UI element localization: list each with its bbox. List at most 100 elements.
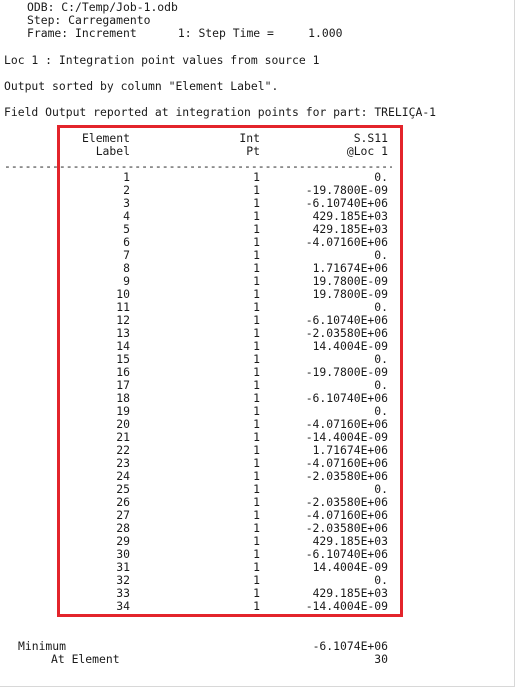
col-int-line2: Pt	[246, 144, 260, 158]
element-label-cell: 26	[116, 495, 130, 509]
int-pt-cell: 1	[253, 482, 260, 496]
s11-value-cell: 0.	[374, 170, 388, 184]
table-row: 15 1 0.	[0, 353, 515, 366]
element-label-cell: 8	[123, 261, 130, 275]
odb-path: ODB: C:/Temp/Job-1.odb	[27, 0, 178, 14]
table-row: 10 1 19.7800E-09	[0, 288, 515, 301]
s11-value-cell: -2.03580E+06	[305, 326, 388, 340]
element-label-cell: 3	[123, 196, 130, 210]
col-int-line1: Int	[239, 131, 260, 145]
s11-value-cell: 0.	[374, 248, 388, 262]
s11-value-cell: -2.03580E+06	[305, 469, 388, 483]
table-row: 14 1 14.4004E-09	[0, 340, 515, 353]
s11-value-cell: -19.7800E-09	[305, 365, 388, 379]
s11-value-cell: -2.03580E+06	[305, 521, 388, 535]
table-row: 2 1 -19.7800E-09	[0, 184, 515, 197]
table-row: 6 1 -4.07160E+06	[0, 236, 515, 249]
int-pt-cell: 1	[253, 261, 260, 275]
field-output-info: Field Output reported at integration poi…	[4, 105, 437, 119]
s11-value-cell: -4.07160E+06	[305, 235, 388, 249]
at-element-label: At Element	[51, 652, 120, 666]
table-row: 18 1 -6.10740E+06	[0, 392, 515, 405]
element-label-cell: 13	[116, 326, 130, 340]
element-label-cell: 14	[116, 339, 130, 353]
int-pt-cell: 1	[253, 547, 260, 561]
table-row: 1 1 0.	[0, 171, 515, 184]
s11-value-cell: -4.07160E+06	[305, 508, 388, 522]
minimum-value: -6.1074E+06	[312, 639, 388, 653]
s11-value-cell: 0.	[374, 378, 388, 392]
int-pt-cell: 1	[253, 417, 260, 431]
table-row: 4 1 429.185E+03	[0, 210, 515, 223]
int-pt-cell: 1	[253, 170, 260, 184]
element-label-cell: 25	[116, 482, 130, 496]
int-pt-cell: 1	[253, 222, 260, 236]
table-row: 27 1 -4.07160E+06	[0, 509, 515, 522]
table-separator: ----------------------------------------…	[4, 160, 392, 173]
table-row: 22 1 1.71674E+06	[0, 444, 515, 457]
table-row: 16 1 -19.7800E-09	[0, 366, 515, 379]
table-row: 28 1 -2.03580E+06	[0, 522, 515, 535]
element-label-cell: 20	[116, 417, 130, 431]
s11-value-cell: 1.71674E+06	[312, 261, 388, 275]
table-row: 23 1 -4.07160E+06	[0, 457, 515, 470]
location-info: Loc 1 : Integration point values from so…	[4, 53, 320, 67]
element-label-cell: 30	[116, 547, 130, 561]
s11-value-cell: -14.4004E-09	[305, 430, 388, 444]
s11-value-cell: 429.185E+03	[312, 222, 388, 236]
int-pt-cell: 1	[253, 274, 260, 288]
int-pt-cell: 1	[253, 313, 260, 327]
element-label-cell: 17	[116, 378, 130, 392]
int-pt-cell: 1	[253, 560, 260, 574]
element-label-cell: 16	[116, 365, 130, 379]
col-element-line2: Label	[95, 144, 130, 158]
int-pt-cell: 1	[253, 183, 260, 197]
table-row: 9 1 19.7800E-09	[0, 275, 515, 288]
s11-value-cell: 429.185E+03	[312, 209, 388, 223]
col-element-line1: Element	[81, 131, 130, 145]
int-pt-cell: 1	[253, 352, 260, 366]
int-pt-cell: 1	[253, 248, 260, 262]
table-row: 3 1 -6.10740E+06	[0, 197, 515, 210]
element-label-cell: 27	[116, 508, 130, 522]
s11-value-cell: 0.	[374, 300, 388, 314]
element-label-cell: 1	[123, 170, 130, 184]
s11-value-cell: 14.4004E-09	[312, 560, 388, 574]
int-pt-cell: 1	[253, 430, 260, 444]
sort-info: Output sorted by column "Element Label".	[4, 79, 279, 93]
element-label-cell: 24	[116, 469, 130, 483]
int-pt-cell: 1	[253, 495, 260, 509]
table-row: 17 1 0.	[0, 379, 515, 392]
int-pt-cell: 1	[253, 469, 260, 483]
table-row: 30 1 -6.10740E+06	[0, 548, 515, 561]
table-row: 8 1 1.71674E+06	[0, 262, 515, 275]
table-row: 32 1 0.	[0, 574, 515, 587]
col-value-line1: S.S11	[353, 131, 388, 145]
table-row: 19 1 0.	[0, 405, 515, 418]
int-pt-cell: 1	[253, 573, 260, 587]
element-label-cell: 7	[123, 248, 130, 262]
element-label-cell: 21	[116, 430, 130, 444]
element-label-cell: 28	[116, 521, 130, 535]
element-label-cell: 2	[123, 183, 130, 197]
int-pt-cell: 1	[253, 287, 260, 301]
int-pt-cell: 1	[253, 586, 260, 600]
int-pt-cell: 1	[253, 209, 260, 223]
element-label-cell: 10	[116, 287, 130, 301]
at-element-value: 30	[374, 652, 388, 666]
element-label-cell: 9	[123, 274, 130, 288]
element-label-cell: 32	[116, 573, 130, 587]
s11-value-cell: -6.10740E+06	[305, 196, 388, 210]
s11-value-cell: 19.7800E-09	[312, 287, 388, 301]
s11-value-cell: 0.	[374, 482, 388, 496]
table-row: 31 1 14.4004E-09	[0, 561, 515, 574]
element-label-cell: 18	[116, 391, 130, 405]
table-row: 26 1 -2.03580E+06	[0, 496, 515, 509]
table-row: 24 1 -2.03580E+06	[0, 470, 515, 483]
int-pt-cell: 1	[253, 521, 260, 535]
int-pt-cell: 1	[253, 456, 260, 470]
element-label-cell: 15	[116, 352, 130, 366]
step-name: Step: Carregamento	[27, 13, 151, 27]
table-row: 34 1 -14.4004E-09	[0, 600, 515, 613]
s11-value-cell: -6.10740E+06	[305, 313, 388, 327]
